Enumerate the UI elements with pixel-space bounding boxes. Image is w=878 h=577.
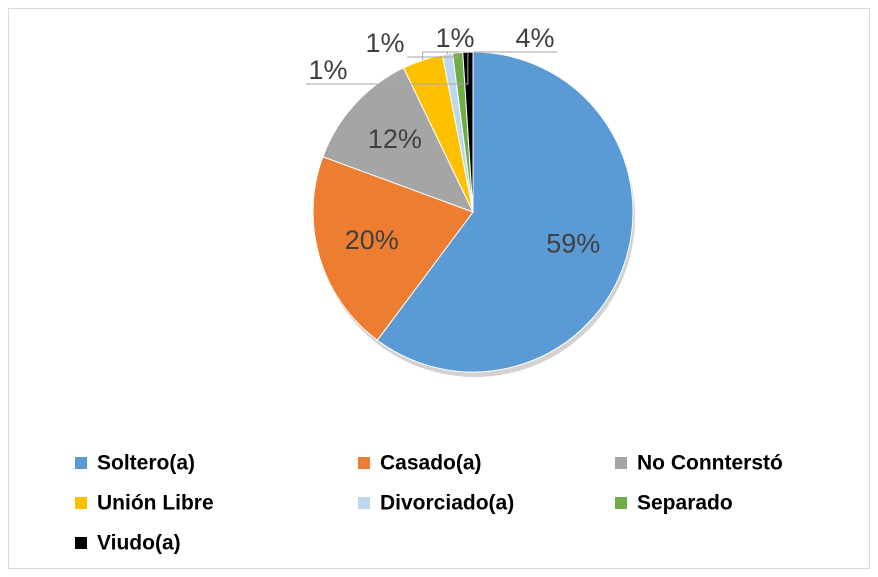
slice-label: 12% [368,124,422,154]
legend-swatch [75,497,87,509]
pie-slice [322,67,474,213]
legend-swatch [615,457,627,469]
legend-label: Unión Libre [97,492,214,515]
pie-slice [312,156,474,341]
legend-swatch [358,457,370,469]
legend-label: Divorciado(a) [380,492,514,515]
legend-label: Separado [637,492,733,515]
legend-label: Viudo(a) [97,532,181,555]
slice-label: 1% [308,55,347,85]
legend-swatch [615,497,627,509]
legend-swatch [358,497,370,509]
legend-label: Casado(a) [380,452,482,475]
pie-slice [462,51,474,213]
legend-swatch [75,537,87,549]
slice-label: 59% [546,228,600,258]
slice-label: 4% [515,23,554,53]
legend-label: Soltero(a) [97,452,195,475]
leader-line [306,52,469,85]
legend-swatch [75,457,87,469]
pie-slice [376,51,634,373]
legend-label: No Connterstó [637,452,783,475]
slice-label: 20% [345,225,399,255]
slice-label: 1% [435,23,474,53]
slice-label: 1% [365,28,404,58]
leader-line [407,52,459,58]
